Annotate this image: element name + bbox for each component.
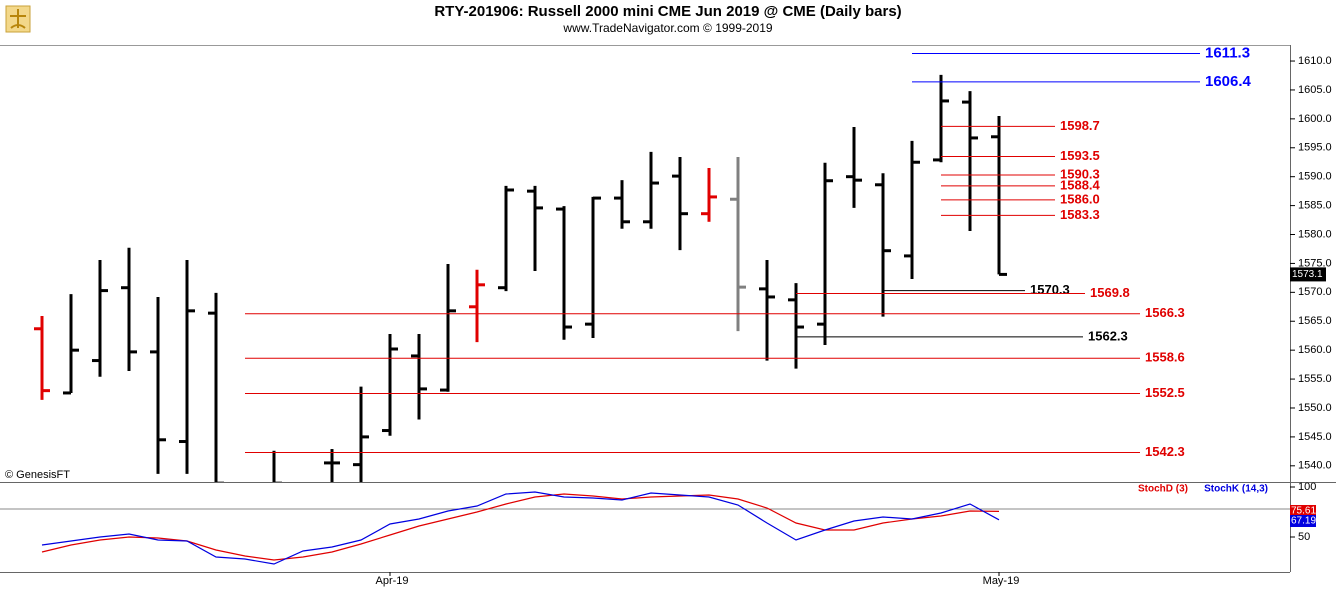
logo xyxy=(5,5,31,33)
y-tick-label: 1580.0 xyxy=(1298,228,1332,240)
level-label: 1570.3 xyxy=(1030,282,1070,297)
stoch-line xyxy=(41,493,1000,561)
y-tick-label: 100 xyxy=(1298,481,1316,493)
chart-title: RTY-201906: Russell 2000 mini CME Jun 20… xyxy=(434,3,901,20)
level-label: 1552.5 xyxy=(1145,385,1185,400)
level-label: 1606.4 xyxy=(1205,73,1252,90)
y-tick-label: 1600.0 xyxy=(1298,113,1332,125)
x-tick-label: Apr-19 xyxy=(375,575,408,587)
y-tick-label: 1595.0 xyxy=(1298,142,1332,154)
level-label: 1588.4 xyxy=(1060,177,1101,192)
level-label: 1593.5 xyxy=(1060,148,1100,163)
y-tick-label: 1570.0 xyxy=(1298,286,1332,298)
level-label: 1542.3 xyxy=(1145,444,1185,459)
watermark: © GenesisFT xyxy=(5,469,70,481)
value-box-label: 67.19 xyxy=(1291,516,1316,527)
y-tick-label: 1560.0 xyxy=(1298,344,1332,356)
level-label: 1562.3 xyxy=(1088,328,1128,343)
price-plot xyxy=(34,74,1007,482)
y-tick-label: 1610.0 xyxy=(1298,55,1332,67)
y-tick-label: 1555.0 xyxy=(1298,373,1332,385)
y-tick-label: 1605.0 xyxy=(1298,84,1332,96)
level-label: 1586.0 xyxy=(1060,191,1100,206)
x-tick-label: May-19 xyxy=(983,575,1020,587)
y-tick-label: 1585.0 xyxy=(1298,200,1332,212)
level-label: 1566.3 xyxy=(1145,305,1185,320)
y-tick-label: 1575.0 xyxy=(1298,257,1332,269)
level-label: 1590.3 xyxy=(1060,166,1100,181)
chart-subtitle: www.TradeNavigator.com © 1999-2019 xyxy=(562,21,772,35)
y-tick-label: 50 xyxy=(1298,531,1310,543)
legend-label: StochK (14,3) xyxy=(1204,484,1268,495)
level-label: 1569.8 xyxy=(1090,285,1130,300)
level-label: 1558.6 xyxy=(1145,350,1185,365)
level-label: 1598.7 xyxy=(1060,118,1100,133)
stoch-line xyxy=(41,491,1000,565)
y-tick-label: 1545.0 xyxy=(1298,431,1332,443)
y-tick-label: 1565.0 xyxy=(1298,315,1332,327)
y-tick-label: 1550.0 xyxy=(1298,402,1332,414)
level-label: 1611.3 xyxy=(1205,44,1250,61)
value-box-label: 75.61 xyxy=(1291,506,1316,517)
last-price-box xyxy=(1290,267,1326,282)
legend-label: StochD (3) xyxy=(1138,484,1188,495)
y-tick-label: 1540.0 xyxy=(1298,460,1332,472)
value-box xyxy=(1290,515,1316,527)
last-price-label: 1573.1 xyxy=(1292,269,1323,280)
y-tick-label: 1590.0 xyxy=(1298,171,1332,183)
value-box xyxy=(1290,505,1316,517)
level-label: 1583.3 xyxy=(1060,207,1100,222)
